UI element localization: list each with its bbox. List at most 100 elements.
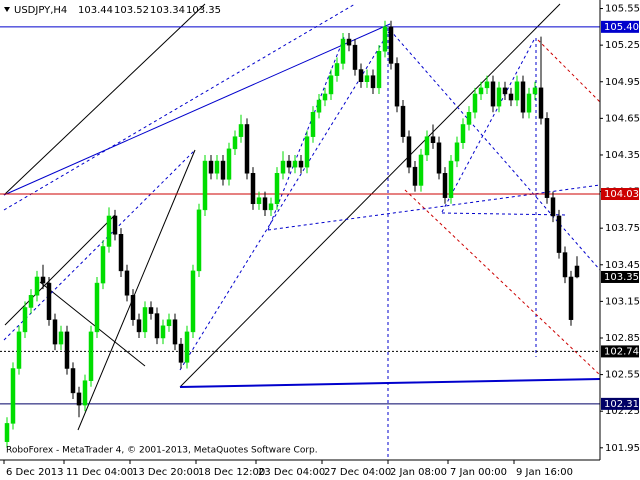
- candle-body: [430, 136, 436, 144]
- candle-body: [148, 307, 154, 314]
- candle-body: [166, 319, 172, 327]
- candle-body: [454, 142, 460, 162]
- candle-body: [124, 270, 130, 296]
- trend-line: [3, 23, 391, 196]
- candle-body: [298, 160, 304, 168]
- x-tick-label: 6 Dec 2013: [6, 467, 64, 478]
- candle-body: [76, 392, 82, 406]
- trend-line: [39, 281, 146, 367]
- trend-line: [267, 184, 601, 231]
- candle-body: [4, 423, 10, 442]
- candle-body: [442, 173, 448, 198]
- candle-body: [400, 105, 406, 137]
- candle-body: [70, 368, 76, 394]
- candle-body: [250, 173, 256, 205]
- candle-body: [328, 75, 334, 95]
- header-open: 103.44: [78, 5, 113, 16]
- candle-body: [460, 124, 466, 144]
- price-box-label: 105.40: [604, 22, 639, 33]
- candle-body: [106, 215, 112, 247]
- x-tick-label: 2 Jan 08:00: [390, 467, 447, 478]
- x-tick-label: 11 Dec 04:00: [66, 467, 133, 478]
- candle-body: [112, 215, 118, 235]
- x-tick-label: 23 Dec 04:00: [258, 467, 325, 478]
- candle-body: [196, 209, 202, 272]
- candle-body: [508, 93, 514, 101]
- price-box-label: 103.35: [604, 272, 639, 283]
- candle-body: [544, 118, 550, 198]
- x-tick-label: 13 Dec 20:00: [132, 467, 199, 478]
- y-tick-label: 103.15: [605, 296, 640, 307]
- candle-body: [130, 295, 136, 320]
- candle-body: [22, 307, 28, 333]
- candle-body: [190, 270, 196, 333]
- candle-body: [340, 38, 346, 64]
- candle-body: [154, 313, 160, 339]
- candle-body: [394, 63, 400, 107]
- price-box-label: 102.31: [604, 399, 639, 410]
- footer: RoboForex - MetaTrader 4, © 2001-2013, M…: [6, 446, 318, 456]
- candle-body: [370, 75, 376, 89]
- candle-body: [172, 319, 178, 345]
- y-tick-label: 102.55: [605, 370, 640, 381]
- price-box: [601, 188, 639, 201]
- candle-body: [238, 124, 244, 137]
- candle-body: [232, 136, 238, 150]
- header-close: 103.35: [186, 5, 221, 16]
- candle-body: [448, 160, 454, 198]
- candle-body: [160, 325, 166, 339]
- candle-body: [118, 234, 124, 272]
- candle-body: [82, 380, 88, 406]
- candle-body: [88, 331, 94, 381]
- candle-body: [46, 282, 52, 320]
- candle-body: [64, 331, 70, 369]
- candle-body: [184, 331, 190, 363]
- candle-body: [178, 343, 184, 363]
- trend-line: [537, 39, 601, 103]
- candle-body: [34, 276, 40, 296]
- y-tick-label: 101.95: [605, 443, 640, 454]
- candle-body: [268, 203, 274, 211]
- trend-line: [179, 29, 391, 371]
- candle-body: [52, 319, 58, 345]
- y-tick-label: 105.25: [605, 40, 640, 51]
- trend-line: [389, 29, 601, 271]
- candle-body: [220, 160, 226, 180]
- candle-body: [280, 160, 286, 174]
- candle-body: [208, 160, 214, 174]
- candle-body: [40, 276, 46, 284]
- trend-line: [4, 214, 116, 326]
- candle-body: [322, 93, 328, 101]
- trend-line: [3, 3, 356, 211]
- candle-body: [244, 124, 250, 174]
- candle-body: [424, 136, 430, 156]
- trend-line: [179, 378, 601, 388]
- price-box: [601, 20, 639, 33]
- trend-line: [179, 3, 561, 388]
- candle-body: [304, 136, 310, 168]
- trend-line: [3, 149, 196, 341]
- candle-body: [292, 160, 298, 168]
- candle-body: [406, 136, 412, 168]
- candle-body: [382, 26, 388, 52]
- candle-body: [346, 38, 352, 46]
- candle-body: [256, 197, 262, 205]
- candle-body: [274, 173, 280, 205]
- candle-body: [550, 197, 556, 217]
- candle-body: [466, 112, 472, 125]
- trend-line: [3, 3, 206, 196]
- candle-body: [436, 142, 442, 174]
- candle-body: [10, 368, 16, 424]
- x-tick-label: 18 Dec 12:00: [198, 467, 265, 478]
- candle-body: [502, 87, 508, 95]
- symbol-label: USDJPY,H4: [14, 5, 67, 16]
- candle-body: [286, 160, 292, 168]
- y-tick-label: 103.45: [605, 260, 640, 271]
- candle-body: [262, 197, 268, 211]
- candle-body: [526, 93, 532, 113]
- candle-body: [520, 81, 526, 113]
- candle-body: [202, 160, 208, 211]
- y-tick-label: 102.25: [605, 406, 640, 417]
